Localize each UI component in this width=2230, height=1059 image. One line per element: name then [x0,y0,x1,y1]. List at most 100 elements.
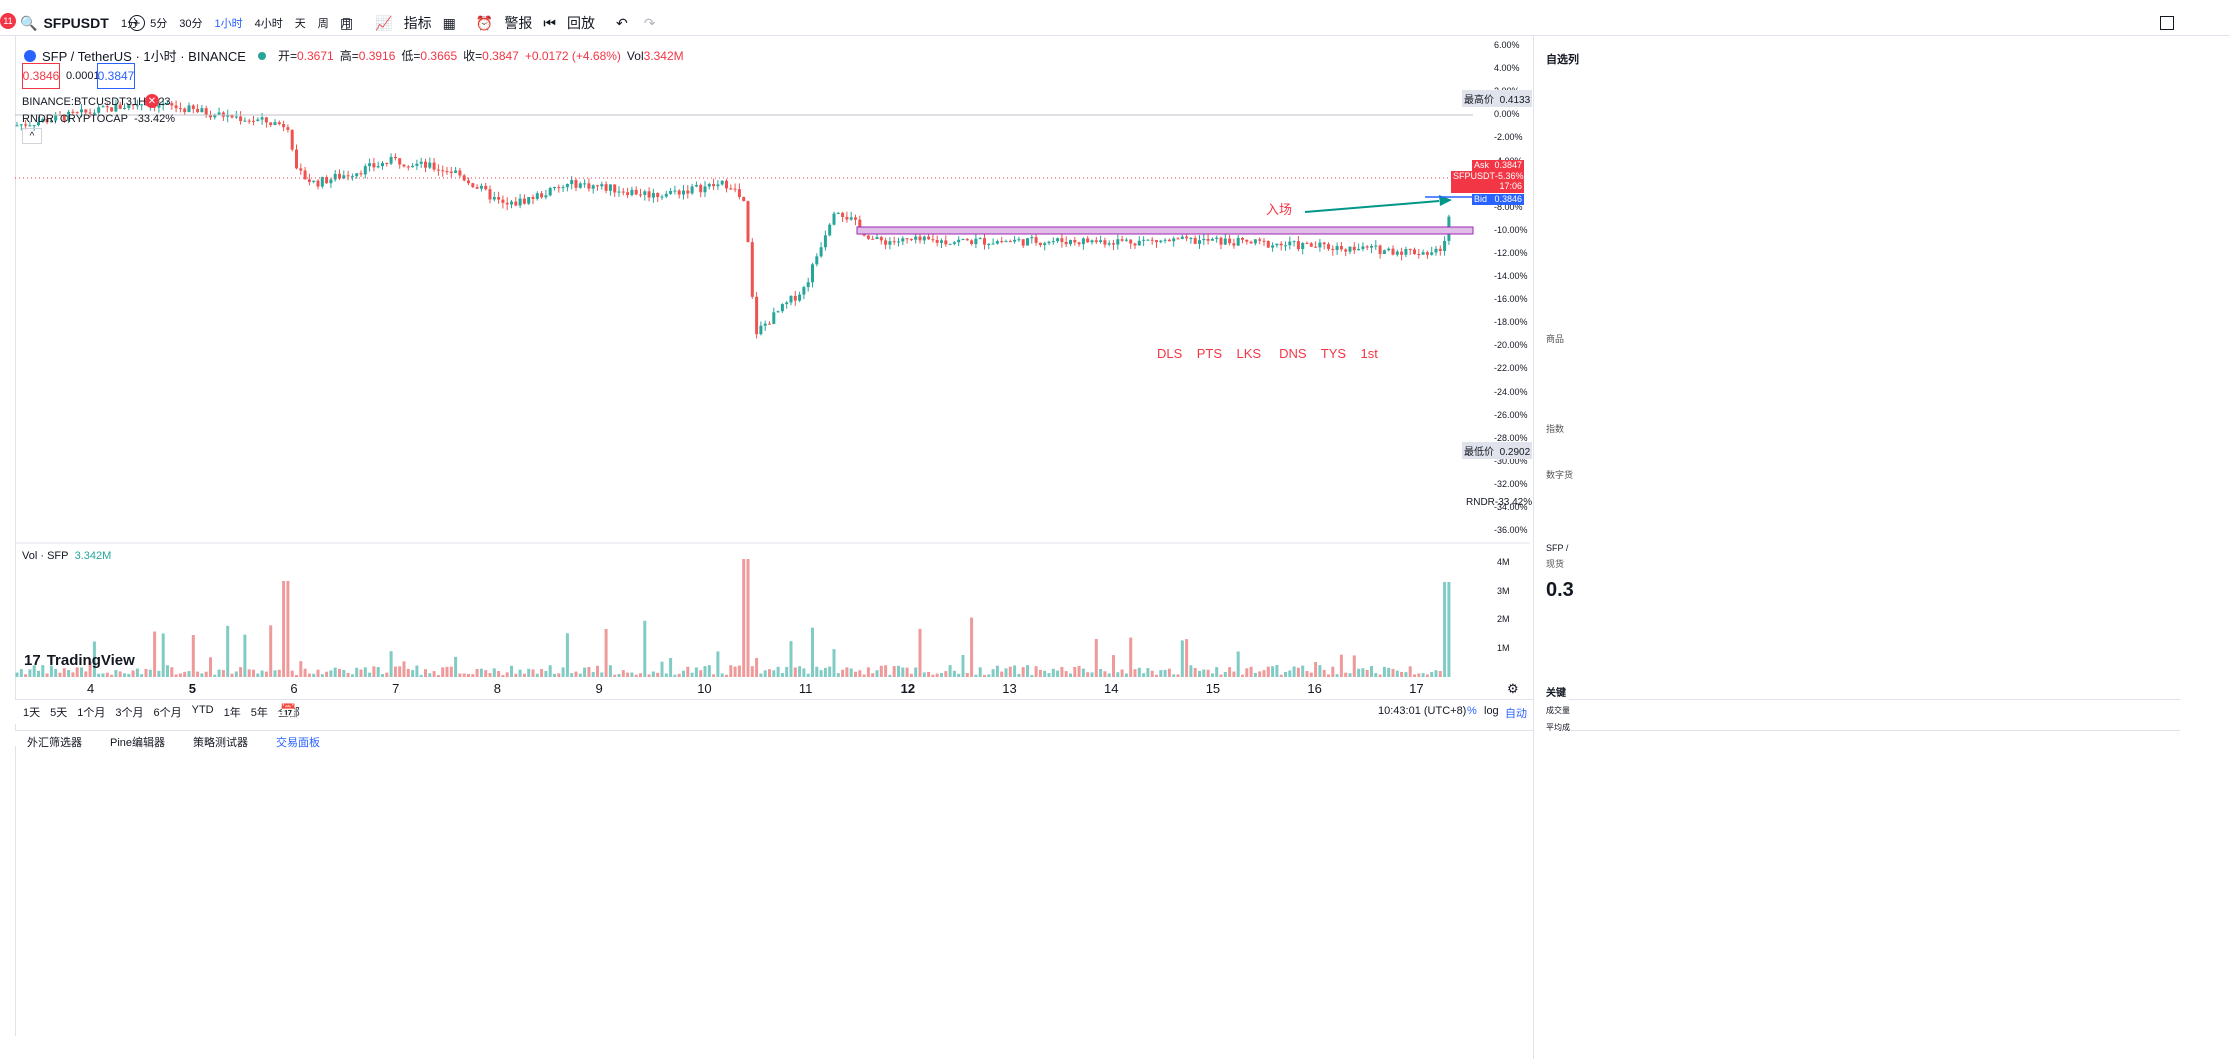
candle-body [884,240,888,245]
range-4[interactable]: 6个月 [153,707,182,719]
buy-price-box[interactable]: 0.3847 [97,63,135,89]
main-chart[interactable]: 4 5 6 7 8 9 10 11 12 13 14 15 16 17 [15,37,1530,997]
entry-annotation[interactable]: 入场 [1266,202,1293,217]
candle-body [432,162,436,170]
interval-3[interactable]: 1小时 [214,18,243,30]
volume-bar [67,670,71,677]
candle-body [402,164,406,167]
notification-badge[interactable]: 11 [0,13,16,29]
volume-bar [1124,673,1128,677]
clock-time[interactable]: 10:43:01 (UTC+8) [1378,705,1467,717]
indicators-button[interactable]: 指标 [403,15,432,31]
interval-6[interactable]: 周 [317,18,329,30]
range-8[interactable]: 全部 [277,707,300,719]
volume-bar [479,668,483,677]
log-toggle[interactable]: log [1484,705,1499,717]
tradingview-logo[interactable]: 17 TradingView [24,652,135,669]
tradingview-logo-icon: 17 [24,652,41,669]
range-2[interactable]: 1个月 [77,707,106,719]
candle-body [1172,238,1176,242]
volume-bar [15,672,19,677]
volume-bar [226,625,230,677]
volume-bar [630,672,634,677]
collapse-legend-icon[interactable]: ^ [22,128,42,144]
interval-5[interactable]: 天 [294,18,306,30]
range-3[interactable]: 3个月 [115,707,144,719]
fullscreen-icon[interactable] [2160,16,2174,30]
compare-symbol-2[interactable]: RNDR, CRYPTOCAP -33.42% [22,113,176,125]
volume-bar [755,657,759,677]
range-1[interactable]: 5天 [50,707,68,719]
candle-body [1262,240,1266,242]
candle-body [1339,246,1343,250]
interval-2[interactable]: 30分 [179,18,203,30]
candle-body [725,180,728,189]
chart-type-icon[interactable]: ◫ [340,14,354,31]
candle-body [935,240,939,243]
candle-body [682,190,685,195]
replay-icon[interactable]: ⏮ [543,14,556,31]
volume-bar [987,674,991,677]
bottom-tab-0[interactable]: 外汇筛选器 [27,737,82,749]
interval-1[interactable]: 5分 [150,18,168,30]
range-6[interactable]: 1年 [223,707,241,719]
price-axis[interactable]: 6.00%4.00%2.00%0.00%-2.00%-4.00%-6.00%-8… [1490,37,1530,543]
volume-bar [1219,674,1223,677]
undo-icon[interactable]: ↶ [615,14,628,31]
volume-bar [62,668,66,677]
price-tick: -16.00% [1494,294,1528,305]
redo-icon[interactable]: ↷ [643,14,656,31]
range-0[interactable]: 1天 [23,707,41,719]
date-range-icon[interactable]: 📅 [280,703,297,718]
bottom-tab-2[interactable]: 策略测试器 [193,737,249,749]
volume-bar [157,670,161,677]
candle-body [1430,252,1434,255]
volume-bar [518,669,522,677]
candle-body [1228,238,1232,244]
volume-bar [1004,668,1008,677]
candle-body [363,166,367,175]
add-compare-icon[interactable]: + [128,15,145,31]
candle-body [793,295,797,301]
alert-icon[interactable]: ⏰ [475,14,494,31]
volume-bar [871,673,875,677]
volume-bar [1296,667,1300,677]
search-icon[interactable]: 🔍 [20,14,38,31]
compare-symbol-1[interactable]: BINANCE:BTCUSDT31H2023 [22,96,171,108]
bottom-tab-1[interactable]: Pine编辑器 [110,737,166,749]
candle-body [1210,238,1214,241]
sell-price-box[interactable]: 0.3846 [22,63,60,89]
candle-body [901,238,905,242]
volume-bar [978,667,982,677]
interval-7[interactable]: 月 [340,18,352,30]
remove-compare-icon[interactable]: ✕ [145,94,159,108]
settings-gear-icon[interactable]: ⚙ [1507,681,1519,696]
candle-body [974,238,978,245]
volume-bar [24,674,28,677]
candle-body [471,183,475,188]
candle-body [101,106,105,108]
layouts-icon[interactable]: ▦ [442,14,456,31]
watchlist-title[interactable]: 自选列 [1546,54,1579,66]
interval-0[interactable]: 1分 [121,18,139,30]
high-price-label: 最高价 0.4133 [1462,90,1533,107]
indicators-icon[interactable]: 📈 [375,14,393,31]
candle-body [174,105,178,109]
bottom-tab-3[interactable]: 交易面板 [276,737,321,749]
range-7[interactable]: 5年 [250,707,268,719]
auto-toggle[interactable]: 自动 [1505,708,1527,720]
candle-body [131,104,135,106]
symbol-search[interactable]: SFPUSDT [43,15,109,31]
candle-body [712,184,716,187]
replay-button[interactable]: 回放 [566,15,595,31]
volume-bar [123,673,126,677]
volume-bar [540,669,544,677]
candle-body [1309,243,1313,247]
interval-4[interactable]: 4小时 [254,18,283,30]
alert-button[interactable]: 警报 [504,15,533,31]
sessions-annotation[interactable]: DLS PTS LKS DNS TYS 1st [1157,346,1378,361]
volume-bar [406,668,410,677]
range-5[interactable]: YTD [191,704,214,716]
volume-bar [712,674,716,677]
percent-toggle[interactable]: % [1467,705,1477,717]
